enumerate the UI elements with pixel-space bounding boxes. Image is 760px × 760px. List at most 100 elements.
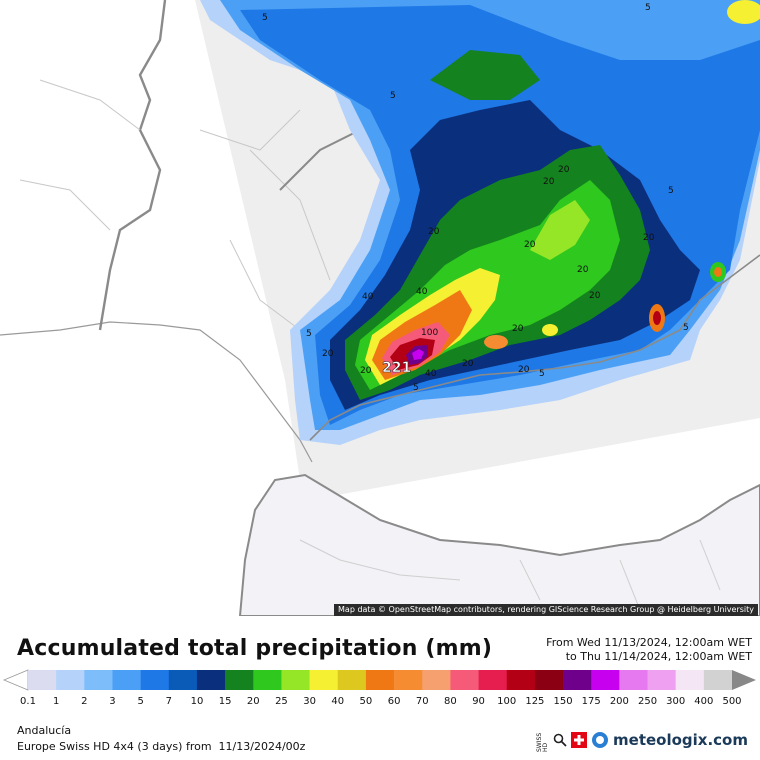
legend-scale: 0.1 1 2 3 5 7 10 15 20 25 30 40 50 60 70 80 90 100 125 150 1…: [2, 669, 756, 707]
contour-label: 5: [413, 383, 419, 393]
contour-label: 20: [577, 265, 589, 275]
legend-swatch: [309, 670, 339, 690]
contour-labels: 5 5 5 5 5 5 5 5 20 20 20 20 20 20 20 20 …: [262, 3, 689, 393]
legend-tick-label: 50: [360, 696, 373, 707]
legend-swatch: [168, 670, 198, 690]
magnifier-icon: [553, 733, 567, 747]
precip-cell-coast-2: [542, 324, 558, 336]
swiss-flag-icon: [571, 732, 588, 748]
precip-cell-almeria-core: [714, 267, 722, 277]
contour-label: 20: [322, 349, 334, 359]
coastline-south-spain: [309, 254, 760, 441]
contour-label: 20: [360, 366, 372, 376]
legend-swatch: [619, 670, 648, 690]
legend-tick-label: 80: [444, 696, 457, 707]
legend-tick-label: 7: [166, 696, 172, 707]
precipitation-map[interactable]: 5 5 5 5 5 5 5 5 20 20 20 20 20 20 20 20 …: [0, 0, 760, 616]
legend-swatch: [591, 670, 620, 690]
contour-label: 5: [668, 186, 674, 196]
meteologix-logo-icon: [592, 732, 609, 748]
precip-cell-east-core: [653, 311, 661, 325]
precip-cell-northeast: [727, 0, 760, 24]
legend-tick-label: 10: [191, 696, 204, 707]
north-africa-land: [238, 473, 760, 616]
contour-label: 20: [558, 165, 570, 175]
swiss-hd-label: SWISS HD: [536, 732, 550, 752]
legend-tick-label: 2: [81, 696, 87, 707]
precip-field-25mm-east: [530, 200, 590, 260]
contour-label: 20: [524, 240, 536, 250]
legend-swatch: [84, 670, 113, 690]
legend-tick-label: 100: [497, 696, 516, 707]
legend-arrow-low: [2, 669, 29, 691]
legend-swatch: [112, 670, 141, 690]
legend-tick-label: 70: [416, 696, 429, 707]
contour-label: 40: [416, 287, 428, 297]
brand-area[interactable]: SWISS HD meteologix.com: [536, 728, 748, 752]
map-attribution[interactable]: Map data © OpenStreetMap contributors, r…: [334, 604, 758, 616]
contour-label: 5: [645, 3, 651, 13]
contour-label: 20: [428, 227, 440, 237]
precip-cell-coast: [484, 335, 508, 349]
legend-swatch: [253, 670, 282, 690]
legend-swatch: [478, 670, 508, 690]
contour-label: 100: [421, 328, 438, 338]
contour-label: 20: [462, 359, 474, 369]
contour-label: 20: [518, 365, 530, 375]
contour-label: 5: [306, 329, 312, 339]
legend-swatch: [703, 670, 733, 690]
max-value-label: 221: [382, 360, 411, 376]
legend-tick-label: 3: [109, 696, 115, 707]
legend-tick-label: 60: [388, 696, 401, 707]
legend-swatch: [506, 670, 536, 690]
forecast-period: From Wed 11/13/2024, 12:00am WET to Thu …: [546, 636, 752, 664]
legend-tick-label: 40: [331, 696, 344, 707]
legend-swatch: [450, 670, 479, 690]
legend-swatch: [56, 670, 85, 690]
model-info: Europe Swiss HD 4x4 (3 days) from 11/13/…: [17, 740, 306, 753]
legend-tick-label: 400: [694, 696, 713, 707]
legend-tick-label: 500: [722, 696, 741, 707]
legend-swatch: [422, 670, 451, 690]
precip-field-15mm-north: [430, 50, 540, 100]
legend-tick-label: 200: [610, 696, 629, 707]
map-canvas: 5 5 5 5 5 5 5 5 20 20 20 20 20 20 20 20 …: [0, 0, 760, 616]
contour-label: 5: [539, 369, 545, 379]
precip-field-max: [412, 349, 424, 360]
contour-label: 20: [643, 233, 655, 243]
legend-swatch: [225, 670, 254, 690]
region-name: Andalucía: [17, 724, 72, 737]
color-legend: 0.1 1 2 3 5 7 10 15 20 25 30 40 50 60 70 80 90 100 125 150 1…: [0, 668, 760, 712]
legend-tick-label: 90: [472, 696, 485, 707]
contour-label: 5: [390, 91, 396, 101]
portugal-spain-border: [98, 0, 167, 331]
coastline-west: [0, 321, 313, 463]
legend-swatch: [365, 670, 395, 690]
brand-name: meteologix.com: [613, 731, 748, 749]
legend-tick-label: 300: [666, 696, 685, 707]
legend-tick-label: 175: [582, 696, 601, 707]
contour-label: 5: [683, 323, 689, 333]
legend-tick-label: 25: [275, 696, 288, 707]
legend-tick-label: 30: [303, 696, 316, 707]
legend-swatch: [563, 670, 592, 690]
legend-swatch: [394, 670, 423, 690]
legend-tick-label: 1: [53, 696, 59, 707]
period-to: to Thu 11/14/2024, 12:00am WET: [565, 650, 752, 663]
legend-tick-label: 250: [638, 696, 657, 707]
legend-arrow-high: [732, 670, 756, 690]
africa-province-borders: [299, 539, 721, 611]
contour-label: 40: [362, 292, 374, 302]
legend-tick-label: 15: [219, 696, 232, 707]
contour-label: 20: [512, 324, 524, 334]
chart-title: Accumulated total precipitation (mm): [17, 636, 493, 661]
legend-swatch: [647, 670, 676, 690]
legend-swatch: [196, 670, 226, 690]
legend-swatch: [534, 670, 564, 690]
legend-tick-label: 5: [137, 696, 143, 707]
contour-label: 40: [425, 369, 437, 379]
period-from: From Wed 11/13/2024, 12:00am WET: [546, 636, 752, 649]
legend-tick-label: 0.1: [20, 696, 36, 707]
legend-swatch: [337, 670, 367, 690]
legend-swatch: [675, 670, 705, 690]
